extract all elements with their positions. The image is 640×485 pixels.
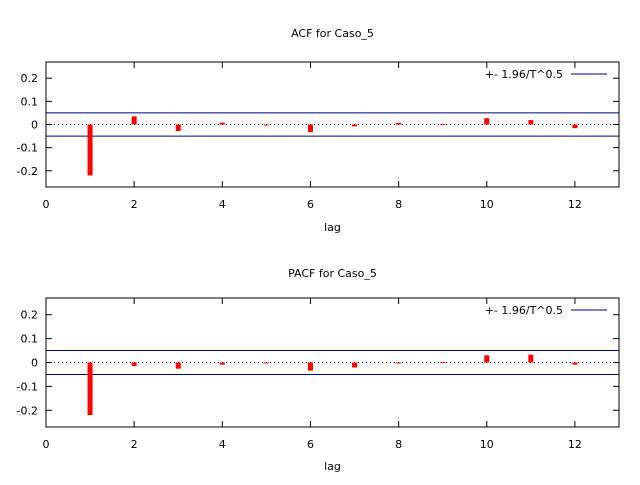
pacf-bar-lag-12 [572, 362, 578, 365]
acf-bar-lag-6 [307, 124, 313, 133]
pacf-bar-lag-6 [307, 362, 313, 371]
acf-bar-lag-7 [352, 124, 358, 127]
pacf-x-tick-label: 4 [219, 438, 226, 451]
acf-x-tick-label: 4 [219, 198, 226, 211]
pacf-bar-lag-7 [352, 362, 358, 368]
pacf-bar-lag-11 [528, 354, 534, 363]
acf-panel: ACF for Caso_5 0.2 0.1 0 -0.1 -0.2 0 2 4 6 8 10 12 la… [17, 27, 620, 234]
acf-title: ACF for Caso_5 [291, 27, 374, 40]
acf-legend-label: +- 1.96/T^0.5 [485, 68, 563, 81]
acf-y-tick-label: 0.1 [21, 95, 39, 108]
acf-bar-lag-5 [263, 124, 269, 126]
acf-y-tick-label: -0.1 [17, 142, 38, 155]
acf-x-tick-label: 10 [480, 198, 494, 211]
pacf-bar-lag-8 [396, 362, 402, 364]
acf-bar-lag-8 [396, 122, 402, 125]
acf-x-tick-label: 12 [568, 198, 582, 211]
pacf-y-tick-label: -0.2 [17, 404, 38, 417]
acf-y-tick-label: -0.2 [17, 165, 38, 178]
acf-x-tick-label: 0 [43, 198, 50, 211]
acf-y-tick-label: 0 [31, 119, 38, 132]
acf-y-tick-label: 0.2 [21, 72, 39, 85]
acf-x-axis-label: lag [324, 221, 341, 234]
acf-bar-lag-11 [528, 120, 534, 125]
pacf-bar-lag-3 [175, 362, 181, 369]
pacf-x-axis-label: lag [324, 460, 341, 473]
pacf-x-tick-label: 2 [131, 438, 138, 451]
pacf-y-tick-label: 0 [31, 357, 38, 370]
pacf-bar-lag-10 [484, 355, 490, 363]
pacf-title: PACF for Caso_5 [288, 267, 377, 280]
pacf-bar-lag-1 [87, 362, 93, 416]
acf-x-tick-label: 8 [395, 198, 402, 211]
acf-bar-lag-12 [572, 124, 578, 129]
pacf-y-tick-label: 0.2 [21, 309, 39, 322]
pacf-x-tick-label: 6 [307, 438, 314, 451]
acf-x-tick-label: 2 [131, 198, 138, 211]
pacf-x-tick-label: 0 [43, 438, 50, 451]
acf-bar-lag-10 [484, 118, 490, 125]
acf-x-tick-label: 6 [307, 198, 314, 211]
pacf-x-tick-label: 10 [480, 438, 494, 451]
pacf-bar-lag-2 [131, 362, 137, 367]
pacf-y-tick-label: -0.1 [17, 380, 38, 393]
acf-bar-lag-9 [440, 124, 446, 126]
pacf-legend-label: +- 1.96/T^0.5 [485, 304, 563, 317]
pacf-y-tick-label: 0.1 [21, 333, 39, 346]
acf-bar-lag-4 [219, 122, 225, 125]
pacf-bar-lag-5 [263, 362, 269, 364]
acf-bar-lag-1 [87, 124, 93, 176]
pacf-x-tick-label: 8 [395, 438, 402, 451]
pacf-panel: PACF for Caso_5 0.2 0.1 0 -0.1 -0.2 0 2 4 6 8 10 12 l… [17, 267, 620, 473]
pacf-x-tick-label: 12 [568, 438, 582, 451]
acf-bar-lag-2 [131, 116, 137, 125]
pacf-bar-lag-4 [219, 362, 225, 365]
acf-bar-lag-3 [175, 124, 181, 131]
pacf-bar-lag-9 [440, 362, 446, 364]
